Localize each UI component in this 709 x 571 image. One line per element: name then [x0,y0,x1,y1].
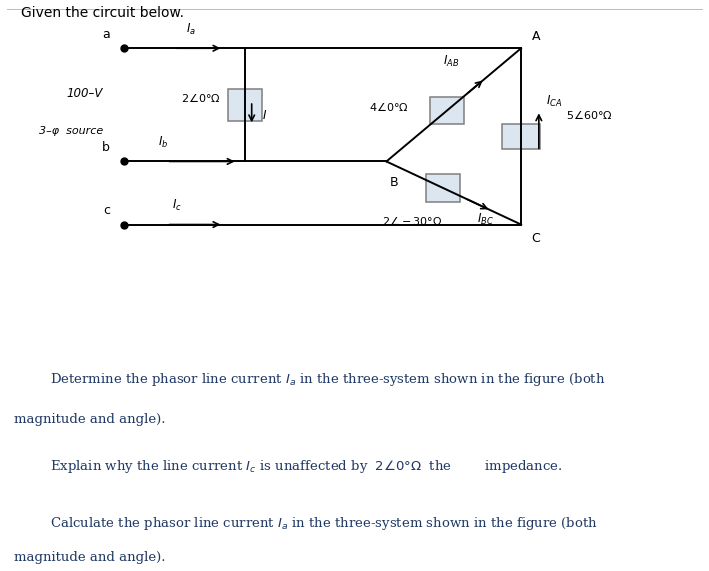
Text: $I_{CA}$: $I_{CA}$ [546,94,562,108]
Text: $4\angle 0°\Omega$: $4\angle 0°\Omega$ [369,100,408,113]
Text: magnitude and angle).: magnitude and angle). [14,552,166,565]
Text: Calculate the phasor line current $I_a$ in the three-system shown in the figure : Calculate the phasor line current $I_a$ … [50,514,598,532]
Text: I: I [262,110,266,123]
Text: Given the circuit below.: Given the circuit below. [21,6,184,19]
Text: A: A [532,30,540,43]
Text: a: a [102,28,110,41]
Text: $I_c$: $I_c$ [172,198,182,214]
Text: $2\angle 0°\Omega$: $2\angle 0°\Omega$ [181,91,220,104]
Bar [228,89,262,120]
Bar [430,97,464,124]
Text: B: B [390,176,398,190]
Text: b: b [102,141,110,154]
Text: $5\angle 60°\Omega$: $5\angle 60°\Omega$ [566,107,613,120]
Text: $I_{AB}$: $I_{AB}$ [443,54,459,69]
Text: magnitude and angle).: magnitude and angle). [14,413,166,425]
Text: c: c [103,204,110,217]
Text: Determine the phasor line current $I_a$ in the three-system shown in the figure : Determine the phasor line current $I_a$ … [50,371,605,388]
Text: $I_{BC}$: $I_{BC}$ [477,212,494,227]
Text: $2\angle -30°\Omega$: $2\angle -30°\Omega$ [381,214,442,227]
Text: C: C [532,232,540,245]
Text: $I_b$: $I_b$ [158,135,168,150]
Bar [426,174,460,202]
Text: $I_a$: $I_a$ [186,22,196,37]
Text: 100–V: 100–V [67,87,103,100]
Text: Explain why the line current $I_c$ is unaffected by  $2\angle 0°\Omega$  the    : Explain why the line current $I_c$ is un… [50,458,562,475]
Text: 3–φ  source: 3–φ source [38,126,103,136]
Bar [503,124,540,149]
